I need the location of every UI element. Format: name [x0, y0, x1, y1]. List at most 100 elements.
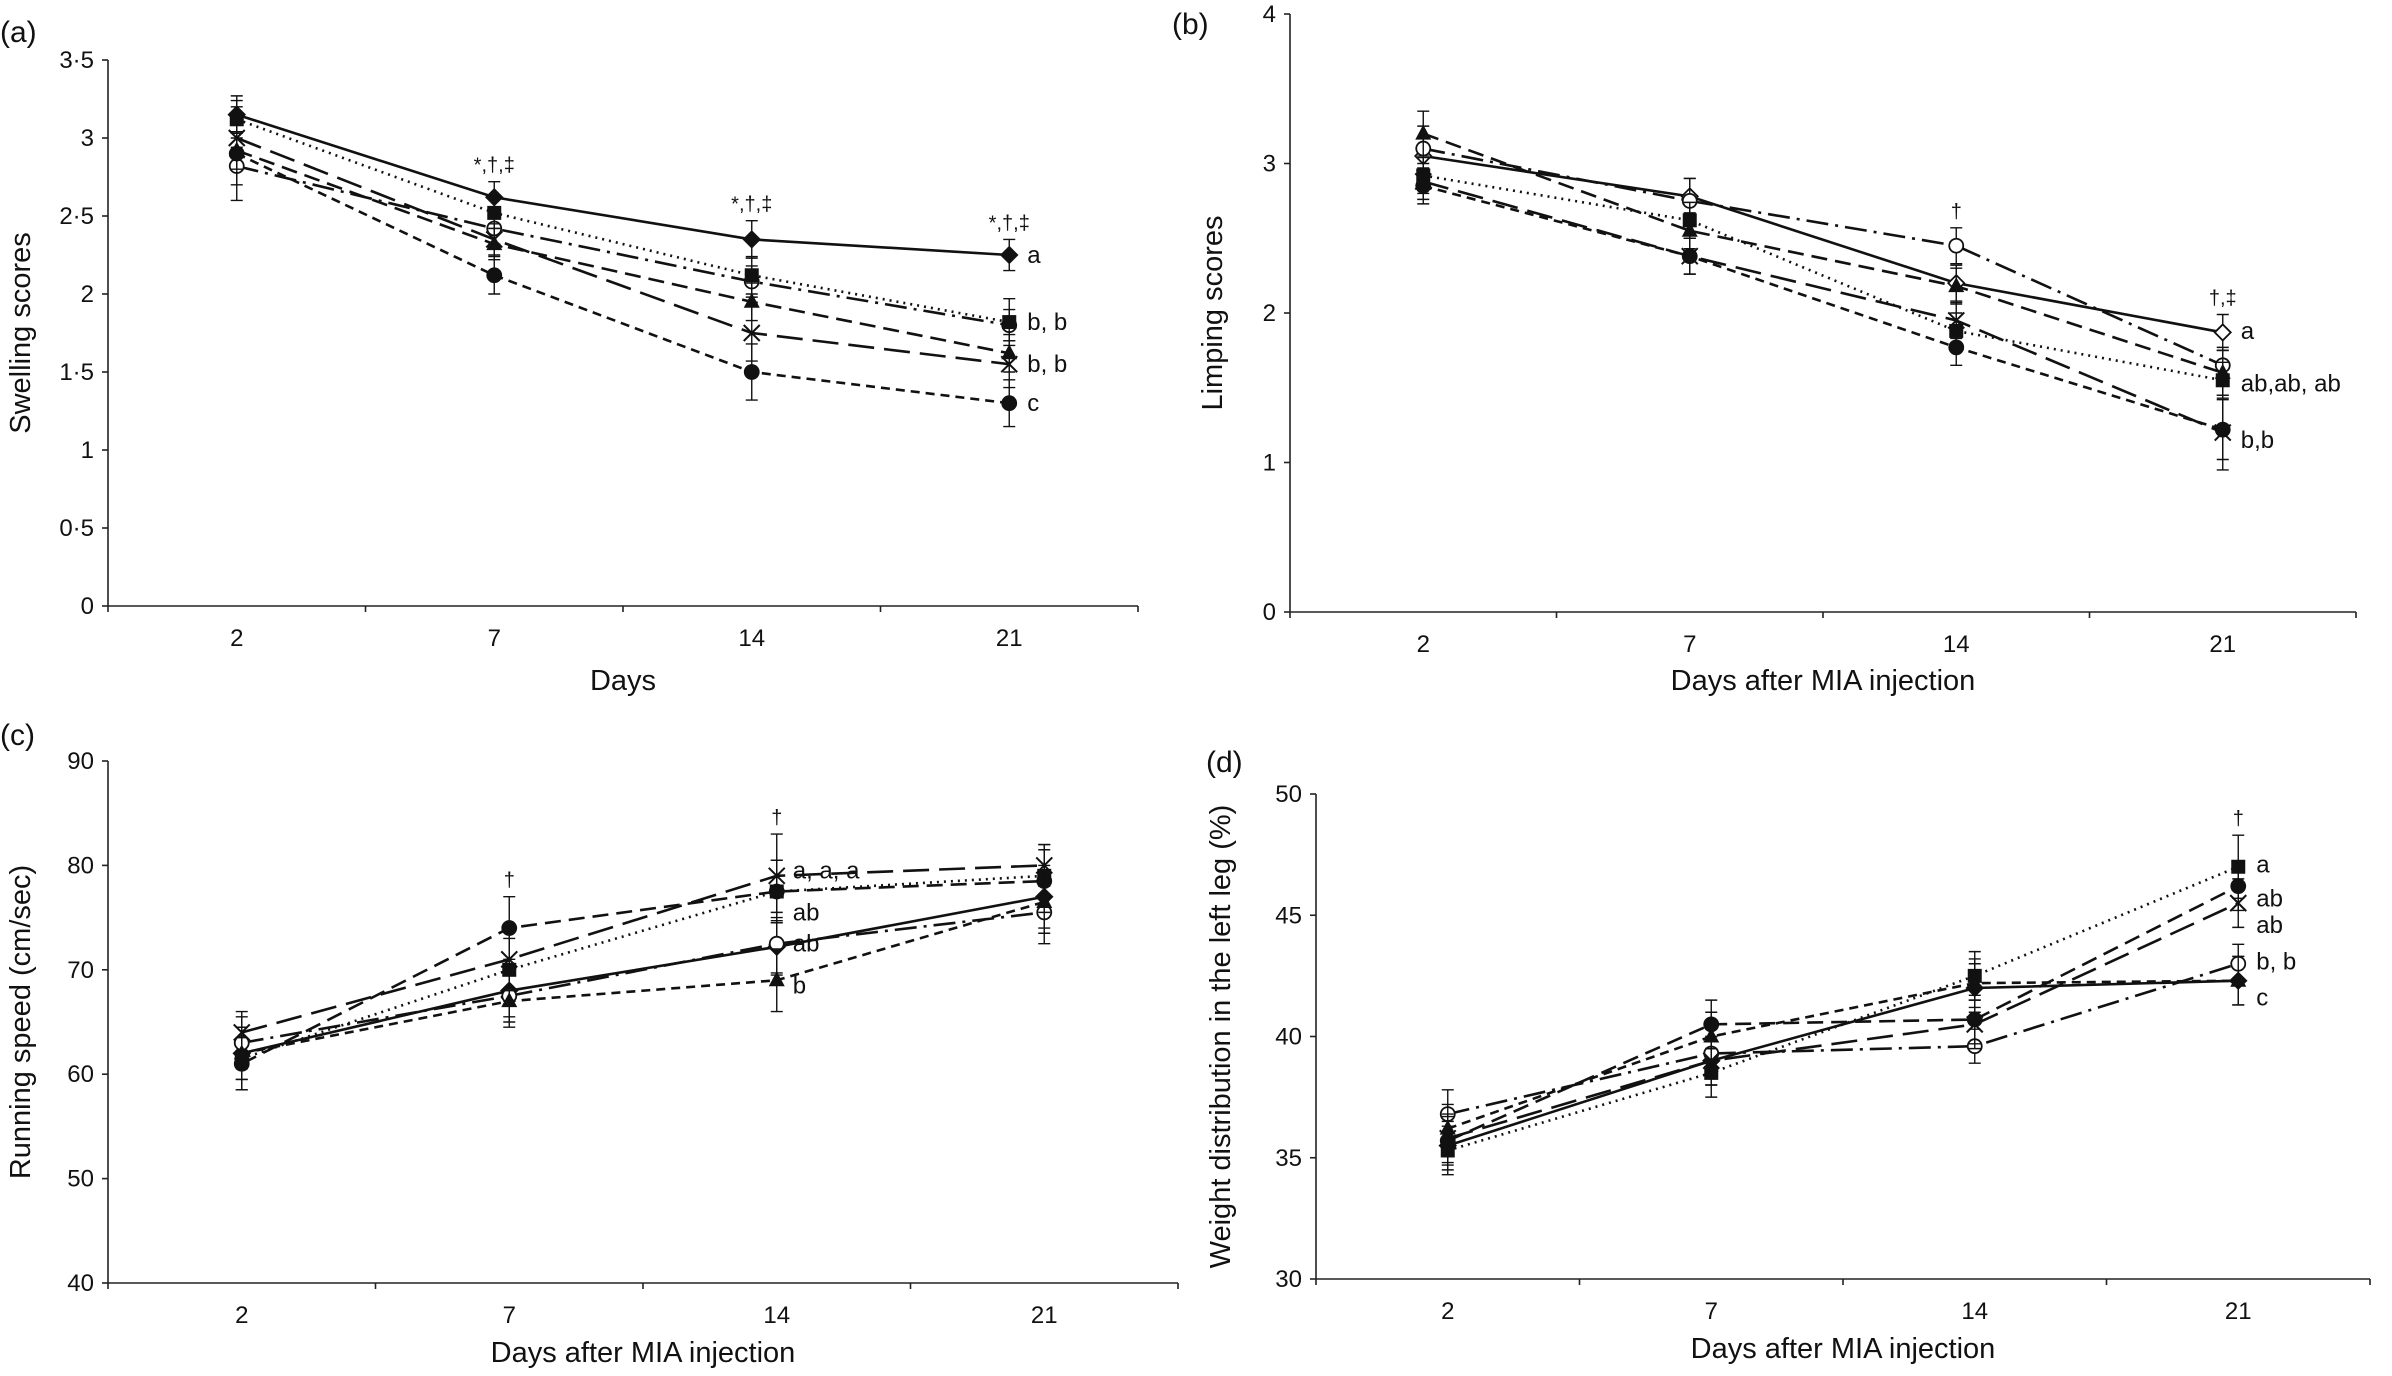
chart-2-panel-letter: (c)	[0, 719, 35, 752]
chart-2-x-axis-title: Days after MIA injection	[491, 1337, 796, 1369]
chart-0-series-2	[229, 99, 1017, 347]
chart-0-y-tick-label: 2·5	[59, 203, 94, 230]
chart-0-series-1-line	[236, 164, 1010, 327]
chart-1-panel: (b) 0 1 2 3 4 2 7 14 21 Days after MIA injection Li…	[1172, 1, 2357, 697]
chart-1-series-4-point	[1947, 311, 1965, 330]
chart-2-group-label: a, a, a	[793, 858, 860, 885]
chart-0-series-2-point	[1002, 315, 1017, 330]
chart-2-significance-label: †	[771, 807, 782, 829]
chart-0-series-0-point	[742, 230, 762, 249]
chart-3-series-5-point	[1439, 1119, 1456, 1135]
chart-0-series-5-point	[1001, 395, 1018, 412]
chart-2-series-4-point	[768, 883, 785, 900]
chart-0-x-tick-label: 21	[996, 625, 1023, 652]
chart-3-x-tick-label: 7	[1705, 1298, 1718, 1325]
chart-2-series-2-line	[241, 874, 1045, 1060]
chart-2-y-tick-label: 90	[67, 748, 94, 775]
chart-3-y-tick-label: 45	[1275, 902, 1302, 929]
chart-0-significance-label: *,†,‡	[731, 194, 772, 216]
chart-1-series-5-point	[1681, 248, 1698, 265]
chart-3-group-label: ab	[2256, 912, 2283, 939]
chart-1-y-axis-title: Limping scores	[1197, 215, 1229, 410]
chart-0-y-tick-label: 3	[81, 125, 94, 152]
chart-0-series-3-line	[236, 136, 1010, 366]
chart-2-x-tick-label: 14	[763, 1302, 790, 1329]
chart-2-series-5-point	[233, 1044, 250, 1060]
chart-3-significance-label: †	[2233, 808, 2244, 830]
chart-2-series-4-line	[241, 879, 1045, 1065]
chart-2-series-5-point	[1036, 892, 1053, 908]
chart-1-series-3-line	[1422, 132, 2224, 375]
chart-1-series-5-point	[2214, 421, 2231, 438]
chart-3-y-tick-label: 30	[1275, 1266, 1302, 1293]
chart-3-group-label: b, b	[2256, 948, 2296, 975]
chart-1-series-5	[1415, 167, 2231, 461]
chart-0-series-0-line	[236, 113, 1010, 257]
chart-1-y-tick-label: 4	[1263, 1, 1276, 28]
chart-0-significance-label: *,†,‡	[474, 155, 515, 177]
chart-1-series-3-point	[1415, 124, 1432, 140]
chart-2-panel: (c) 40 50 60 70 80 90 2 7 14 21 Days after MIA inje…	[0, 719, 1179, 1369]
chart-3-x-axis-title: Days after MIA injection	[1691, 1333, 1996, 1365]
chart-1-significance-label: †	[1951, 201, 1962, 223]
chart-1-series-0-point	[2213, 323, 2233, 342]
chart-1-series-2-line	[1423, 174, 2223, 382]
chart-3-series-5-line	[1447, 979, 2239, 1130]
chart-3-y-tick-label: 50	[1275, 781, 1302, 808]
chart-3-series-4-point	[1966, 1015, 1984, 1034]
chart-1-x-tick-label: 21	[2209, 631, 2236, 658]
chart-3-series-5-point	[1966, 974, 1983, 990]
chart-2-y-tick-label: 50	[67, 1166, 94, 1193]
chart-1-y-tick-label: 1	[1263, 450, 1276, 477]
chart-2-y-tick-label: 80	[67, 852, 94, 879]
chart-1-y-tick-label: 2	[1263, 300, 1276, 327]
chart-2-group-label: ab	[793, 931, 820, 958]
chart-3-series-2	[1440, 834, 2246, 1176]
chart-1-series-4-line	[1422, 180, 2224, 434]
chart-1-y-tick-label: 0	[1263, 599, 1276, 626]
chart-2-series-1-line	[241, 911, 1045, 1045]
chart-0-series-5-point	[486, 267, 503, 284]
chart-0-series-5-point	[743, 364, 760, 380]
chart-2-y-tick-label: 70	[67, 957, 94, 984]
chart-2-x-tick-label: 21	[1031, 1302, 1058, 1329]
chart-1-series-5-point	[1415, 178, 1432, 194]
chart-3-series-5-point	[1703, 1027, 1720, 1043]
chart-0-x-axis-title: Days	[590, 665, 656, 697]
chart-0-series-3	[228, 118, 1018, 389]
chart-0-series-4-point	[743, 292, 760, 308]
chart-0-significance-label: *,†,‡	[989, 212, 1030, 234]
chart-1-series-1-line	[1422, 147, 2224, 367]
chart-1-series-3-point	[1948, 277, 1965, 293]
chart-1-series-5-point	[1948, 339, 1965, 356]
chart-1-series-1	[1415, 125, 2231, 384]
chart-2-series-5	[233, 869, 1053, 1081]
chart-2-series-4-point	[501, 920, 518, 936]
chart-0-series-5	[228, 106, 1018, 428]
chart-3-panel-letter: (d)	[1206, 746, 1243, 779]
chart-1-group-label: a	[2241, 318, 2255, 345]
chart-1-series-1-point	[1948, 237, 1965, 254]
chart-2-series-5-point	[501, 992, 518, 1008]
chart-3-series-3	[1439, 861, 2247, 1166]
chart-1-series-5-line	[1422, 184, 2224, 431]
chart-0-x-tick-label: 2	[230, 625, 243, 652]
chart-1-x-tick-label: 7	[1683, 631, 1696, 658]
chart-1-series-3-point	[2214, 363, 2231, 379]
chart-0-y-axis-title: Swelling scores	[5, 232, 37, 433]
chart-1-series-2	[1416, 156, 2230, 399]
chart-2-significance-label: †	[504, 870, 515, 892]
chart-1-significance-label: †,‡	[2209, 287, 2237, 309]
chart-2-series-5-line	[241, 900, 1045, 1055]
chart-0-x-tick-label: 14	[738, 625, 765, 652]
chart-3-series-5-point	[2230, 971, 2247, 987]
chart-0-y-tick-label: 0·5	[59, 515, 94, 542]
chart-0-series-5-point	[228, 145, 245, 162]
chart-3-x-tick-label: 14	[1961, 1298, 1988, 1325]
chart-1-y-tick-label: 3	[1263, 151, 1276, 178]
chart-0-series-2-point	[744, 268, 759, 283]
chart-2-series-4	[233, 849, 1053, 1091]
chart-0-panel: (a) 0 0·5 1 1·5 2 2·5 3 3·5 2 7 14 21 Days Swelling sc…	[0, 16, 1139, 697]
chart-0-y-tick-label: 1·5	[59, 359, 94, 386]
